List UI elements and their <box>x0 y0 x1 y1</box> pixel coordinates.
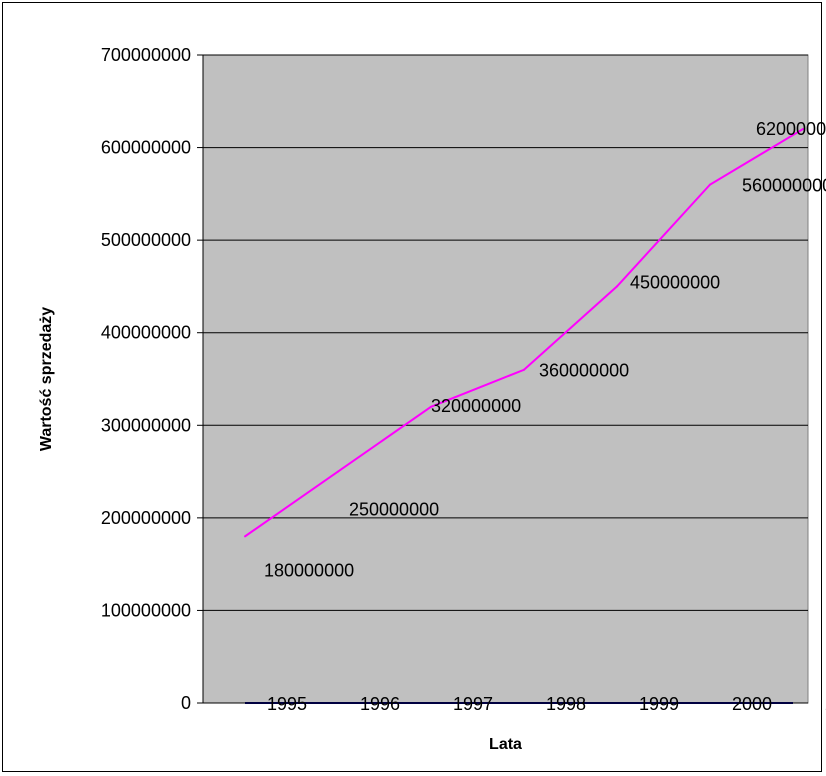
data-point-sales <box>616 285 618 288</box>
data-label: 180000000 <box>264 560 354 580</box>
x-tick-label: 2001 <box>825 694 826 714</box>
y-tick-label: 400000000 <box>101 323 191 343</box>
x-tick-label: 1995 <box>267 694 307 714</box>
y-axis-ticks: 0 100000000 200000000 300000000 400000000 500… <box>101 45 204 713</box>
data-label: 250000000 <box>349 500 439 520</box>
data-point-sales <box>244 535 246 538</box>
y-tick-label: 700000000 <box>101 45 191 65</box>
y-tick-label: 300000000 <box>101 415 191 435</box>
data-label: 320000000 <box>431 396 521 416</box>
y-tick-label: 0 <box>181 693 191 713</box>
y-tick-label: 200000000 <box>101 508 191 528</box>
x-tick-label: 1997 <box>453 694 493 714</box>
data-point-sales <box>709 183 711 186</box>
y-tick-label: 600000000 <box>101 138 191 158</box>
data-label: 560000000 <box>742 176 826 196</box>
data-point-sales <box>337 470 339 473</box>
data-labels: 180000000 250000000 320000000 360000000 4500… <box>264 119 826 580</box>
x-axis-ticks: 1995 1996 1997 1998 1999 2000 2001 <box>203 694 826 714</box>
data-point-sales <box>802 128 804 131</box>
data-label: 620000000 <box>756 119 826 139</box>
data-point-sales <box>430 405 432 408</box>
x-tick-label: 1996 <box>360 694 400 714</box>
x-tick-label: 2000 <box>732 694 772 714</box>
y-tick-label: 100000000 <box>101 600 191 620</box>
data-point-sales <box>523 368 525 371</box>
x-axis-title: Lata <box>489 736 522 753</box>
gridlines <box>203 54 808 611</box>
x-tick-label: 1999 <box>639 694 679 714</box>
plot-area <box>202 54 809 704</box>
x-tick-label: 1998 <box>546 694 586 714</box>
y-tick-label: 500000000 <box>101 230 191 250</box>
y-axis-title: Wartość sprzedaży <box>38 307 55 451</box>
data-label: 360000000 <box>539 361 629 381</box>
data-label: 450000000 <box>630 272 720 292</box>
